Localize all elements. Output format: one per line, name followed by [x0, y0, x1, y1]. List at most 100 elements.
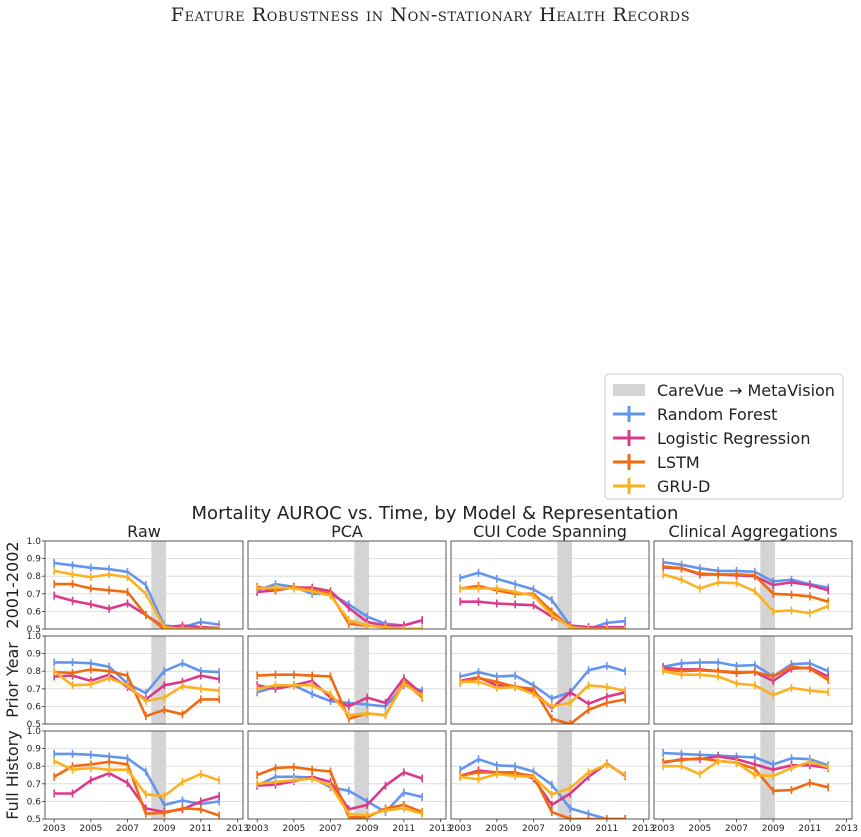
shaded-region	[557, 541, 572, 629]
chart-title: Mortality AUROC vs. Time, by Model & Rep…	[192, 503, 679, 524]
x-tick-label: 2005	[485, 824, 508, 834]
panel: 2003 2005 2007 2009 2011 2013	[246, 730, 452, 834]
series-line-lr	[54, 771, 220, 814]
y-tick-label: 0.5	[27, 625, 41, 635]
legend-frame	[604, 373, 844, 500]
x-tick-label: 2013	[632, 824, 655, 834]
y-tick-label: 0.8	[27, 572, 42, 582]
series-line-lstm	[663, 756, 829, 793]
y-tick-label: 0.9	[27, 745, 42, 755]
panel: 2003 2005 2007 2009 2011 2013	[449, 730, 655, 834]
panel-frame	[450, 730, 650, 820]
x-tick-label: 2003	[43, 824, 66, 834]
series-line-grud	[53, 569, 220, 629]
x-tick-label: 2011	[189, 824, 212, 834]
x-tick-label: 2011	[595, 824, 618, 834]
panel: 0.5 0.6 0.7 0.8 0.9 1.0	[27, 537, 244, 635]
shaded-region	[151, 636, 166, 724]
series-line-rf	[54, 752, 220, 807]
shaded-region	[354, 541, 369, 629]
x-tick-label: 2007	[116, 824, 139, 834]
panel: 0.5 0.6 0.7 0.8 0.9 1.0 2003 2005 2007 2009 2011 20…	[27, 727, 249, 834]
x-tick-label: 2009	[762, 824, 785, 834]
panel-frame	[44, 635, 244, 725]
panel	[450, 540, 650, 630]
y-tick-label: 0.6	[27, 797, 42, 807]
x-tick-label: 2011	[798, 824, 821, 834]
legend-item: GRU-D	[613, 477, 710, 496]
y-tick-label: 1.0	[27, 537, 42, 547]
page-title: Feature Robustness in Non-stationary Hea…	[170, 4, 691, 26]
y-tick-label: 0.5	[27, 720, 41, 730]
column-title: Clinical Aggregations	[668, 522, 837, 541]
series-line-lr	[460, 600, 626, 629]
legend-label: Logistic Regression	[657, 429, 810, 448]
panel	[247, 540, 447, 630]
shaded-region	[760, 541, 775, 629]
series-line-lstm	[54, 668, 220, 718]
series-line-grud	[662, 573, 829, 615]
series-line-grud	[53, 759, 220, 798]
x-tick-label: 2011	[392, 824, 415, 834]
legend-label: CareVue → MetaVision	[657, 381, 835, 400]
x-tick-label: 2007	[522, 824, 545, 834]
y-tick-label: 0.5	[27, 815, 41, 825]
y-tick-label: 0.7	[27, 590, 41, 600]
x-tick-label: 2003	[246, 824, 269, 834]
panel-frame	[44, 540, 244, 630]
series-line-rf	[256, 775, 423, 814]
x-tick-label: 2003	[652, 824, 675, 834]
row-label: 2001-2002	[3, 541, 22, 628]
series-line-lstm	[54, 582, 220, 629]
legend-item: CareVue → MetaVision	[613, 381, 835, 400]
y-tick-label: 0.6	[27, 702, 42, 712]
x-tick-label: 2005	[282, 824, 305, 834]
series-line-lstm	[459, 676, 626, 724]
series-line-lstm	[459, 771, 626, 819]
shaded-region	[760, 636, 775, 724]
y-tick-label: 0.7	[27, 780, 41, 790]
series-line-lr	[256, 676, 424, 708]
column-title: PCA	[331, 522, 363, 541]
series-line-grud	[257, 777, 423, 817]
panel-frame	[450, 635, 650, 725]
series-line-grud	[662, 669, 829, 697]
panel	[653, 635, 853, 725]
panel-frame	[247, 635, 447, 725]
panel	[450, 635, 650, 725]
y-tick-label: 0.8	[27, 667, 42, 677]
series-line-rf	[54, 661, 220, 695]
x-tick-label: 2007	[319, 824, 342, 834]
panel	[247, 635, 447, 725]
x-tick-label: 2005	[79, 824, 102, 834]
y-tick-label: 0.9	[27, 650, 42, 660]
series-line-grud	[53, 670, 220, 703]
panel: 0.5 0.6 0.7 0.8 0.9 1.0	[27, 632, 244, 730]
panel-frame	[247, 730, 447, 820]
series-line-lstm	[663, 565, 829, 603]
x-tick-label: 2013	[226, 824, 249, 834]
panel-frame	[450, 540, 650, 630]
series-line-grud	[460, 680, 626, 708]
series-line-grud	[663, 759, 829, 778]
series-line-rf	[459, 757, 626, 819]
y-tick-label: 0.6	[27, 607, 42, 617]
x-tick-label: 2009	[153, 824, 176, 834]
legend-label: Random Forest	[657, 405, 777, 424]
y-tick-label: 0.8	[27, 762, 42, 772]
panel-frame	[44, 730, 244, 820]
y-tick-label: 1.0	[27, 727, 42, 737]
x-tick-label: 2007	[725, 824, 748, 834]
panel	[653, 540, 853, 630]
series-line-grud	[257, 586, 423, 629]
panel-grid: Raw PCA CUI Code Spanning Clinical Aggregat…	[3, 522, 858, 834]
series-line-lstm	[256, 765, 423, 819]
series-line-lstm	[460, 584, 626, 629]
panel: 2003 2005 2007 2009 2011 2013	[652, 730, 858, 834]
x-tick-label: 2005	[688, 824, 711, 834]
x-tick-label: 2013	[835, 824, 858, 834]
x-tick-label: 2009	[559, 824, 582, 834]
series-line-grud	[460, 763, 626, 796]
y-tick-label: 0.9	[27, 555, 42, 565]
series-line-rf	[54, 561, 220, 629]
